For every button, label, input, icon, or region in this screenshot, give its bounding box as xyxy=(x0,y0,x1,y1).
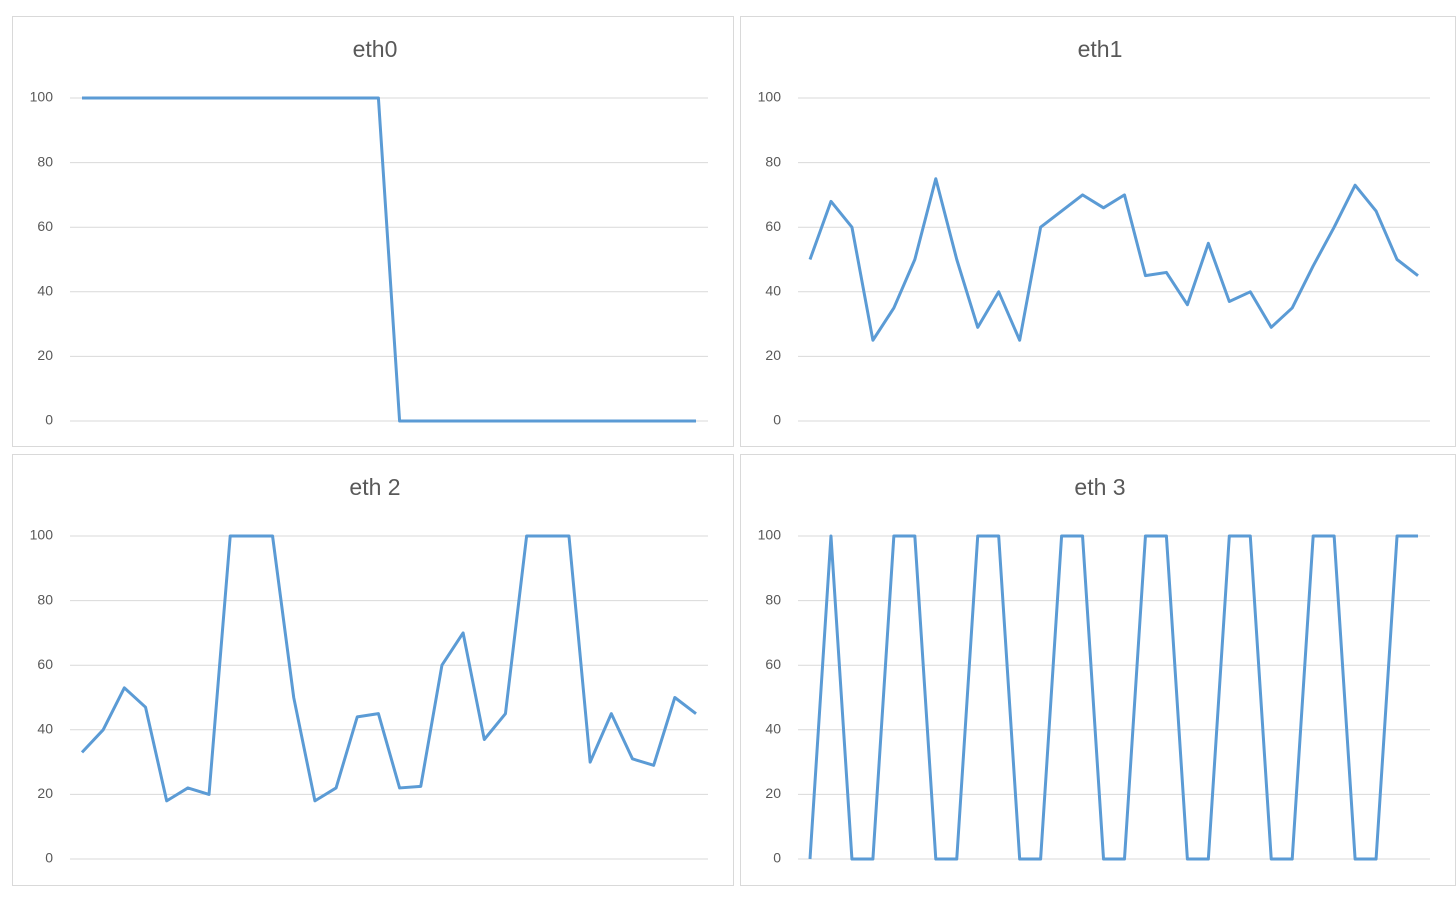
chart-title: eth0 xyxy=(353,36,398,62)
data-line xyxy=(808,534,1418,861)
y-tick-label: 0 xyxy=(773,412,781,428)
y-tick-label: 100 xyxy=(758,527,782,543)
y-tick-label: 20 xyxy=(37,347,53,363)
y-tick-label: 0 xyxy=(45,850,53,866)
y-tick-label: 20 xyxy=(765,785,781,801)
chart-title: eth 3 xyxy=(1074,474,1125,500)
chart-title: eth 2 xyxy=(349,474,400,500)
y-tick-label: 0 xyxy=(773,850,781,866)
data-line xyxy=(808,177,1419,342)
y-tick-label: 60 xyxy=(37,218,53,234)
chart-title: eth1 xyxy=(1078,36,1123,62)
chart: eth 3 0 20 40 60 80 100 xyxy=(758,474,1430,866)
y-tick-label: 80 xyxy=(765,591,781,607)
y-tick-label: 80 xyxy=(37,591,53,607)
y-tick-label: 20 xyxy=(765,347,781,363)
y-tick-label: 80 xyxy=(765,153,781,169)
y-tick-label: 80 xyxy=(37,153,53,169)
y-tick-label: 100 xyxy=(30,89,54,105)
y-tick-label: 100 xyxy=(758,89,782,105)
y-tick-label: 60 xyxy=(37,656,53,672)
y-tick-label: 40 xyxy=(37,283,53,299)
y-tick-label: 0 xyxy=(45,412,53,428)
chart-panel: eth1 0 20 40 60 80 100 xyxy=(740,16,1456,447)
chart: eth0 0 20 40 60 80 100 xyxy=(30,36,708,428)
chart: eth1 0 20 40 60 80 100 xyxy=(758,36,1430,428)
y-tick-label: 40 xyxy=(765,721,781,737)
data-line xyxy=(80,534,697,803)
chart-panel: eth0 0 20 40 60 80 100 xyxy=(12,16,734,447)
y-tick-label: 60 xyxy=(765,656,781,672)
data-line xyxy=(82,96,696,423)
y-tick-label: 60 xyxy=(765,218,781,234)
chart: eth 2 0 20 40 60 80 100 xyxy=(30,474,708,866)
y-tick-label: 40 xyxy=(37,721,53,737)
chart-panel: eth 2 0 20 40 60 80 100 xyxy=(12,454,734,886)
y-tick-label: 40 xyxy=(765,283,781,299)
y-tick-label: 20 xyxy=(37,785,53,801)
y-tick-label: 100 xyxy=(30,527,54,543)
chart-panel: eth 3 0 20 40 60 80 100 xyxy=(740,454,1456,886)
